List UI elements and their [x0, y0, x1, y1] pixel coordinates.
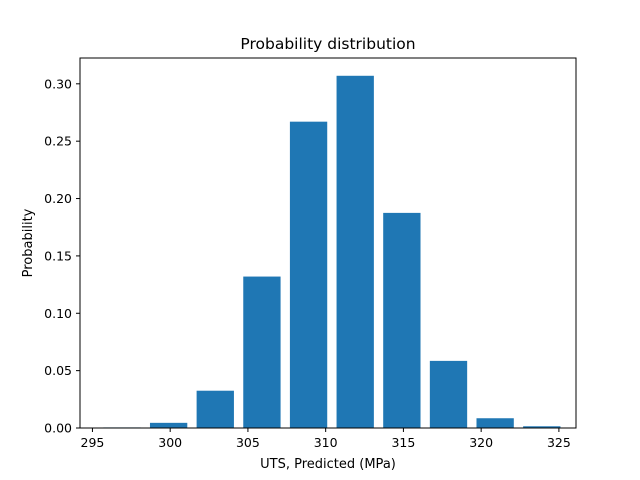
- y-tick-label: 0.25: [44, 134, 72, 149]
- y-axis: 0.00 0.05 0.10 0.15 0.20 0.25 0.30: [44, 76, 80, 436]
- y-tick-label: 0.30: [44, 76, 72, 91]
- bar: [196, 390, 234, 428]
- bar: [289, 121, 328, 429]
- bar: [149, 422, 188, 428]
- x-tick-label: 325: [547, 435, 571, 450]
- y-tick-label: 0.05: [44, 363, 72, 378]
- bar: [523, 426, 561, 428]
- bar: [336, 75, 374, 428]
- x-tick-label: 305: [236, 435, 260, 450]
- bar: [429, 360, 468, 428]
- bar: [476, 418, 514, 428]
- y-axis-label: Probability: [21, 208, 36, 277]
- y-tick-label: 0.00: [44, 421, 72, 436]
- x-tick-label: 295: [81, 435, 105, 450]
- x-tick-label: 300: [158, 435, 182, 450]
- y-tick-label: 0.10: [44, 306, 72, 321]
- y-tick-label: 0.20: [44, 191, 72, 206]
- chart-title: Probability distribution: [240, 35, 415, 53]
- bar: [243, 276, 281, 428]
- x-axis-label: UTS, Predicted (MPa): [260, 457, 396, 472]
- x-tick-label: 310: [314, 435, 338, 450]
- y-tick-label: 0.15: [44, 248, 72, 263]
- bars-group: [103, 75, 561, 429]
- x-axis: 295 300 305 310 315 320 325: [81, 428, 571, 450]
- bar: [383, 212, 421, 428]
- plot-frame: [79, 57, 577, 429]
- x-tick-label: 315: [391, 435, 415, 450]
- x-tick-label: 320: [469, 435, 493, 450]
